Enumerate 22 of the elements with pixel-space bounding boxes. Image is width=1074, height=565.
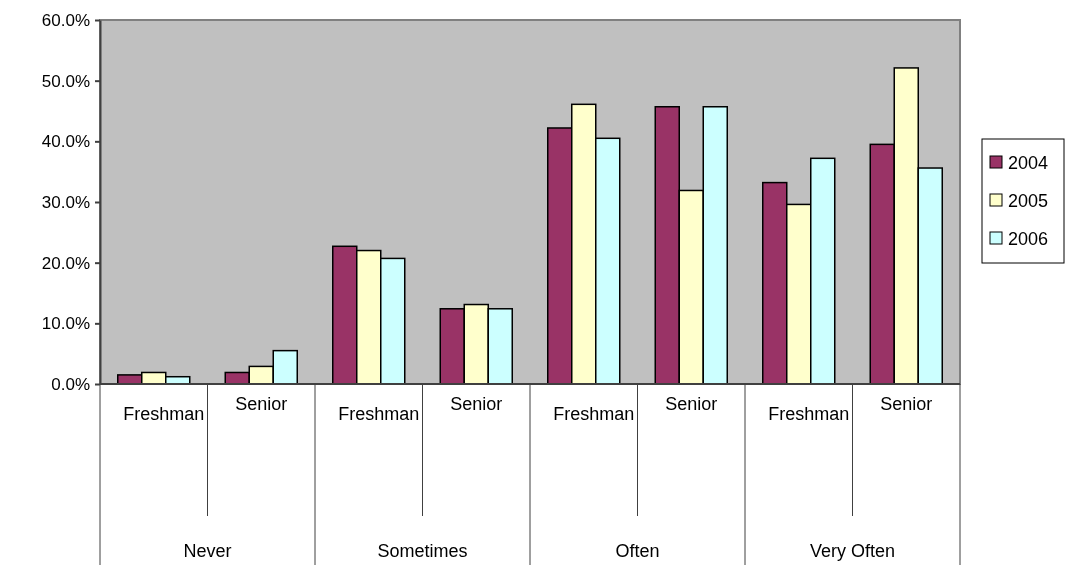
y-tick-label: 60.0%	[41, 10, 90, 30]
x-tick-label: Senior	[235, 394, 288, 414]
text: Often	[615, 541, 660, 561]
x-tick-label: Senior	[450, 394, 503, 414]
x-tick-label: Senior	[665, 394, 718, 414]
text: Very Often	[809, 541, 896, 561]
y-tick-label: 30.0%	[41, 192, 90, 212]
y-tick-label: 0.0%	[51, 374, 90, 394]
y-tick-label: 20.0%	[41, 253, 90, 273]
legend-label: 2006	[1008, 229, 1049, 249]
y-tick-label: 50.0%	[41, 71, 90, 91]
x-tick-label: Senior	[880, 394, 933, 414]
y-tick-label: 40.0%	[41, 132, 90, 152]
x-tick-label: Freshman	[768, 404, 850, 424]
text: Sometimes	[377, 541, 468, 561]
legend-label: 2004	[1008, 153, 1049, 173]
legend-label: 2005	[1008, 191, 1049, 211]
y-tick-label: 10.0%	[41, 314, 90, 334]
x-tick-label: Freshman	[338, 404, 420, 424]
x-tick-label: Freshman	[553, 404, 635, 424]
x-tick-label: Freshman	[123, 404, 205, 424]
text: Never	[183, 541, 232, 561]
